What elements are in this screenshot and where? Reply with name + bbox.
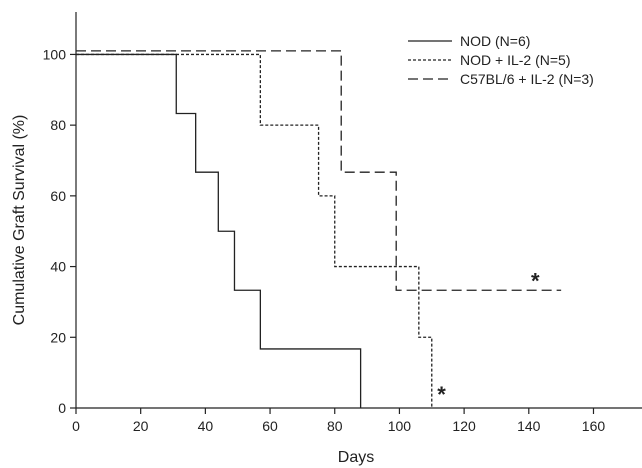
significance-marker: *: [437, 382, 446, 407]
y-axis-title: Cumulative Graft Survival (%): [11, 115, 28, 326]
x-tick-label: 120: [452, 418, 476, 434]
x-tick-label: 20: [133, 418, 149, 434]
x-tick-label: 140: [517, 418, 541, 434]
axes: 0 20 40 60 80 100 120 140 160 0 20 40 60 80 100: [43, 12, 642, 434]
x-tick-label: 60: [262, 418, 278, 434]
legend: NOD (N=6) NOD + IL-2 (N=5) C57BL/6 + IL-2 …: [408, 33, 594, 87]
x-tick-label: 100: [388, 418, 412, 434]
y-tick-label: 20: [50, 329, 66, 345]
y-tick-label: 60: [50, 188, 66, 204]
x-tick-label: 80: [327, 418, 343, 434]
x-axis-title: Days: [338, 449, 374, 466]
series-layer: [76, 50, 562, 408]
x-tick-label: 0: [72, 418, 80, 434]
x-tick-label: 160: [582, 418, 606, 434]
series-line-2: [76, 53, 433, 408]
y-tick-label: 80: [50, 117, 66, 133]
y-tick-label: 0: [58, 400, 66, 416]
y-tick-label: 40: [50, 259, 66, 275]
legend-label-2: NOD + IL-2 (N=5): [460, 52, 570, 68]
series-line-3: [76, 50, 562, 291]
significance-marker: *: [531, 269, 540, 294]
legend-label-1: NOD (N=6): [460, 33, 530, 49]
annotation-layer: **: [437, 269, 540, 407]
y-tick-label: 100: [43, 46, 67, 62]
series-line-1: [76, 53, 362, 408]
x-tick-label: 40: [198, 418, 214, 434]
legend-label-3: C57BL/6 + IL-2 (N=3): [460, 71, 594, 87]
